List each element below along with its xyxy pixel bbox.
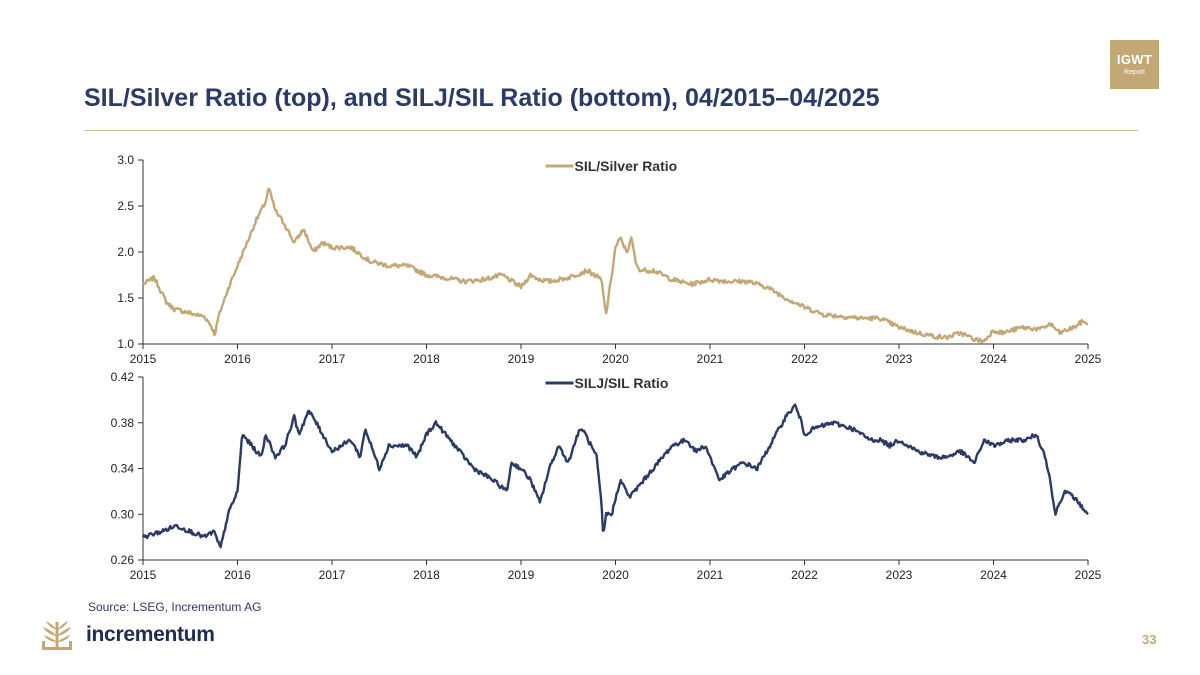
chart-panel-2: 0.26 0.30 0.34 0.38 0.42 2015 2016 2017 2018 2019…: [111, 370, 1102, 582]
page-number: 33: [1142, 632, 1157, 647]
chart-panel-1: 1.0 1.5 2.0 2.5 3.0 2015 2016 2017 2018 2019 2020 2…: [117, 153, 1101, 366]
y-tick-label: 3.0: [117, 153, 134, 167]
x-tick-label: 2021: [697, 568, 724, 582]
badge-line2: Report: [1123, 69, 1145, 76]
badge-line1: IGWT: [1116, 52, 1153, 67]
legend-label: SIL/Silver Ratio: [575, 158, 678, 174]
x-tick-label: 2022: [791, 568, 818, 582]
y-tick-label: 0.34: [111, 462, 135, 476]
x-tick-label: 2020: [602, 568, 629, 582]
y-tick-label: 2.5: [117, 199, 134, 213]
x-tick-label: 2020: [602, 352, 629, 366]
x-tick-label: 2024: [980, 352, 1007, 366]
x-tick-label: 2018: [413, 568, 440, 582]
x-tick-label: 2015: [130, 352, 157, 366]
series-line-1: [142, 187, 1089, 344]
y-tick-label: 0.42: [111, 370, 135, 384]
x-tick-label: 2023: [886, 352, 913, 366]
x-tick-label: 2023: [886, 568, 913, 582]
y-tick-label: 1.0: [117, 337, 134, 351]
y-tick-label: 0.30: [111, 507, 135, 521]
x-tick-label: 2015: [130, 568, 157, 582]
x-tick-label: 2019: [508, 568, 535, 582]
legend-label: SILJ/SIL Ratio: [575, 375, 669, 391]
y-tick-label: 1.5: [117, 291, 134, 305]
x-tick-label: 2025: [1075, 352, 1102, 366]
x-tick-label: 2021: [697, 352, 724, 366]
series-line-2: [141, 403, 1089, 549]
title-divider: [84, 130, 1138, 131]
x-tick-label: 2016: [224, 568, 251, 582]
source-note: Source: LSEG, Incrementum AG: [88, 600, 262, 614]
y-tick-label: 0.26: [111, 553, 135, 567]
y-tick-label: 2.0: [117, 245, 134, 259]
x-tick-label: 2016: [224, 352, 251, 366]
igwt-report-badge: IGWT Report: [1110, 40, 1159, 89]
x-tick-label: 2025: [1075, 568, 1102, 582]
x-tick-label: 2024: [980, 568, 1007, 582]
x-tick-label: 2019: [508, 352, 535, 366]
x-tick-label: 2018: [413, 352, 440, 366]
page-title: SIL/Silver Ratio (top), and SILJ/SIL Rat…: [84, 84, 880, 112]
brand-name: incrementum: [86, 623, 215, 646]
y-tick-label: 0.38: [111, 416, 135, 430]
wheat-logo-icon: [42, 621, 72, 650]
x-tick-label: 2017: [319, 568, 346, 582]
x-tick-label: 2017: [319, 352, 346, 366]
x-tick-label: 2022: [791, 352, 818, 366]
